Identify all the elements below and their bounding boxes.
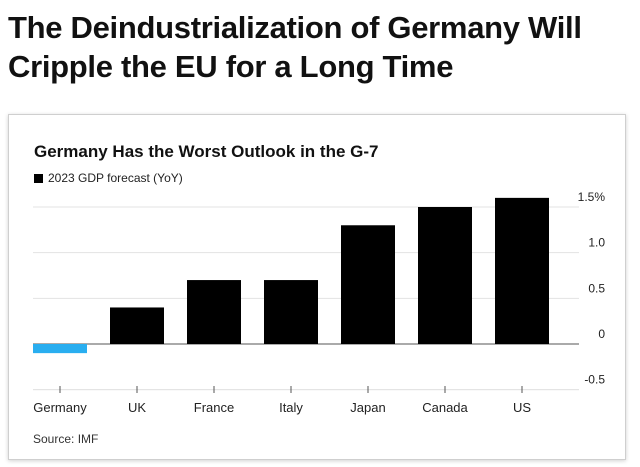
legend-label: 2023 GDP forecast (YoY) [48,171,183,185]
x-tick-label: France [194,400,234,415]
x-tick-label: Japan [350,400,385,415]
y-tick-label: 0 [598,327,605,341]
bar-japan [341,225,395,344]
x-tick-label: UK [128,400,146,415]
bar-chart: 1.5% 1.0 0.5 0 -0.5 Germany UK France Italy Japan… [33,190,606,415]
y-tick-label: 1.0 [588,236,605,250]
bar-uk [110,307,164,344]
y-tick-label: -0.5 [584,373,605,387]
legend-swatch [34,173,43,183]
bar-france [187,280,241,344]
x-tick-label: Germany [33,400,87,415]
x-tick-label: Canada [422,400,468,415]
bar-us [495,197,549,344]
x-tick-label: Italy [279,400,303,415]
y-tick-label: 0.5 [588,281,605,295]
x-tick-label: US [513,400,531,415]
bar-italy [264,280,318,344]
bar-canada [418,207,472,344]
chart-title: Germany Has the Worst Outlook in the G-7 [34,142,379,161]
headline: The Deindustrialization of Germany Will … [8,10,582,84]
y-tick-label: 1.5% [578,190,606,204]
chart-card: Germany Has the Worst Outlook in the G-7… [8,114,626,460]
bar-germany [33,344,87,354]
source-note: Source: IMF [33,432,99,446]
legend: 2023 GDP forecast (YoY) [34,171,183,185]
